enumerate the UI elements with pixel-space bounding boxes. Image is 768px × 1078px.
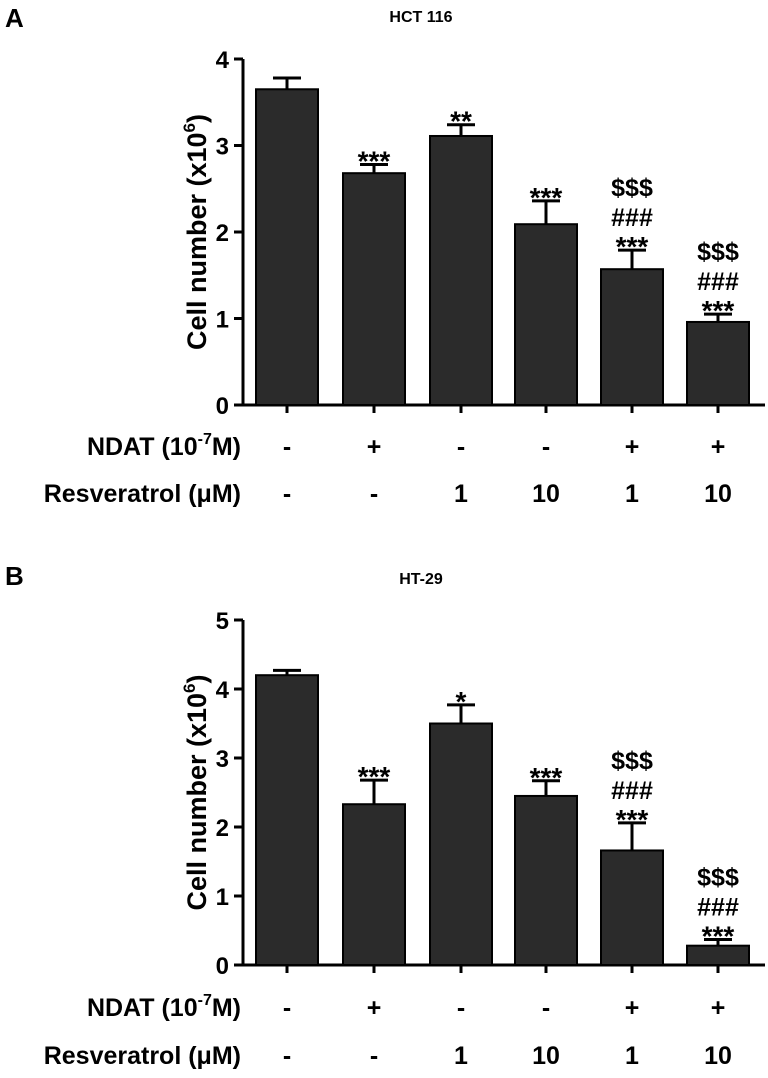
- bar: [255, 674, 319, 966]
- condition-value: 10: [704, 480, 732, 508]
- condition-value: -: [542, 433, 550, 461]
- significance-label: $$$: [697, 863, 739, 891]
- y-tick-label: 3: [216, 746, 229, 773]
- y-tick-label: 2: [216, 815, 229, 842]
- significance-label: **: [450, 106, 472, 137]
- condition-value: -: [370, 1042, 378, 1070]
- y-axis-title-end: ): [182, 674, 212, 683]
- bar: [255, 88, 319, 407]
- y-tick-label: 4: [216, 47, 230, 74]
- bar: [514, 794, 578, 967]
- significance-label: ***: [616, 231, 649, 262]
- condition-value: 1: [625, 480, 639, 508]
- significance-label: $$$: [611, 747, 653, 775]
- condition-value: -: [283, 480, 291, 508]
- chart-title: HCT 116: [389, 9, 452, 26]
- significance-label: ***: [358, 761, 391, 792]
- condition-value: 10: [704, 1042, 732, 1070]
- significance-label: ***: [530, 182, 563, 213]
- panel-letter: A: [5, 3, 24, 33]
- y-tick-label: 1: [216, 307, 229, 334]
- y-tick-label: 0: [216, 953, 229, 980]
- panel-letter: B: [5, 561, 24, 591]
- row-label-ndat: NDAT (10-7M): [87, 431, 241, 461]
- y-tick-label: 2: [216, 220, 229, 247]
- condition-value: -: [457, 433, 465, 461]
- y-axis-title-sup: 6: [180, 123, 199, 132]
- y-axis-title-end: ): [182, 114, 212, 123]
- y-tick-label: 3: [216, 134, 229, 161]
- significance-label: *: [456, 686, 467, 717]
- condition-value: -: [457, 994, 465, 1022]
- significance-label: ###: [611, 204, 653, 232]
- condition-value: -: [542, 994, 550, 1022]
- significance-label: ***: [702, 920, 735, 951]
- significance-label: ###: [697, 893, 739, 921]
- y-axis-title: Cell number (x106): [180, 674, 212, 910]
- condition-value: -: [283, 1042, 291, 1070]
- condition-value: +: [367, 994, 382, 1022]
- condition-value: 1: [454, 1042, 468, 1070]
- condition-value: 10: [532, 1042, 560, 1070]
- significance-label: $$$: [697, 238, 739, 266]
- y-axis-title-sup: 6: [180, 683, 199, 692]
- y-axis-title-text: Cell number (x10: [182, 693, 212, 911]
- y-axis-title: Cell number (x106): [180, 114, 212, 350]
- significance-label: ###: [611, 777, 653, 805]
- y-tick-label: 1: [216, 884, 229, 911]
- condition-value: -: [283, 994, 291, 1022]
- significance-label: ***: [530, 762, 563, 793]
- condition-value: +: [625, 433, 640, 461]
- significance-label: ###: [697, 268, 739, 296]
- chart-title: HT-29: [399, 571, 443, 588]
- condition-value: 1: [625, 1042, 639, 1070]
- condition-value: +: [625, 994, 640, 1022]
- bar: [600, 268, 664, 406]
- bar: [429, 134, 493, 407]
- condition-value: +: [367, 433, 382, 461]
- significance-label: $$$: [611, 174, 653, 202]
- bar: [686, 320, 750, 406]
- row-label-resveratrol: Resveratrol (μM): [44, 1042, 241, 1070]
- condition-value: 10: [532, 480, 560, 508]
- y-tick-label: 0: [216, 393, 229, 420]
- bar: [342, 803, 406, 966]
- condition-value: -: [283, 433, 291, 461]
- condition-value: 1: [454, 480, 468, 508]
- row-label-resveratrol: Resveratrol (μM): [44, 480, 241, 508]
- bar: [342, 172, 406, 406]
- condition-value: +: [711, 994, 726, 1022]
- bar: [600, 849, 664, 967]
- condition-value: +: [711, 433, 726, 461]
- condition-value: -: [370, 480, 378, 508]
- significance-label: ***: [358, 146, 391, 177]
- y-axis-title-text: Cell number (x10: [182, 132, 212, 350]
- bar: [429, 722, 493, 966]
- row-label-ndat: NDAT (10-7M): [87, 992, 241, 1022]
- significance-label: ***: [616, 804, 649, 835]
- significance-label: ***: [702, 295, 735, 326]
- bar: [514, 223, 578, 406]
- y-tick-label: 5: [216, 608, 229, 635]
- y-tick-label: 4: [216, 677, 230, 704]
